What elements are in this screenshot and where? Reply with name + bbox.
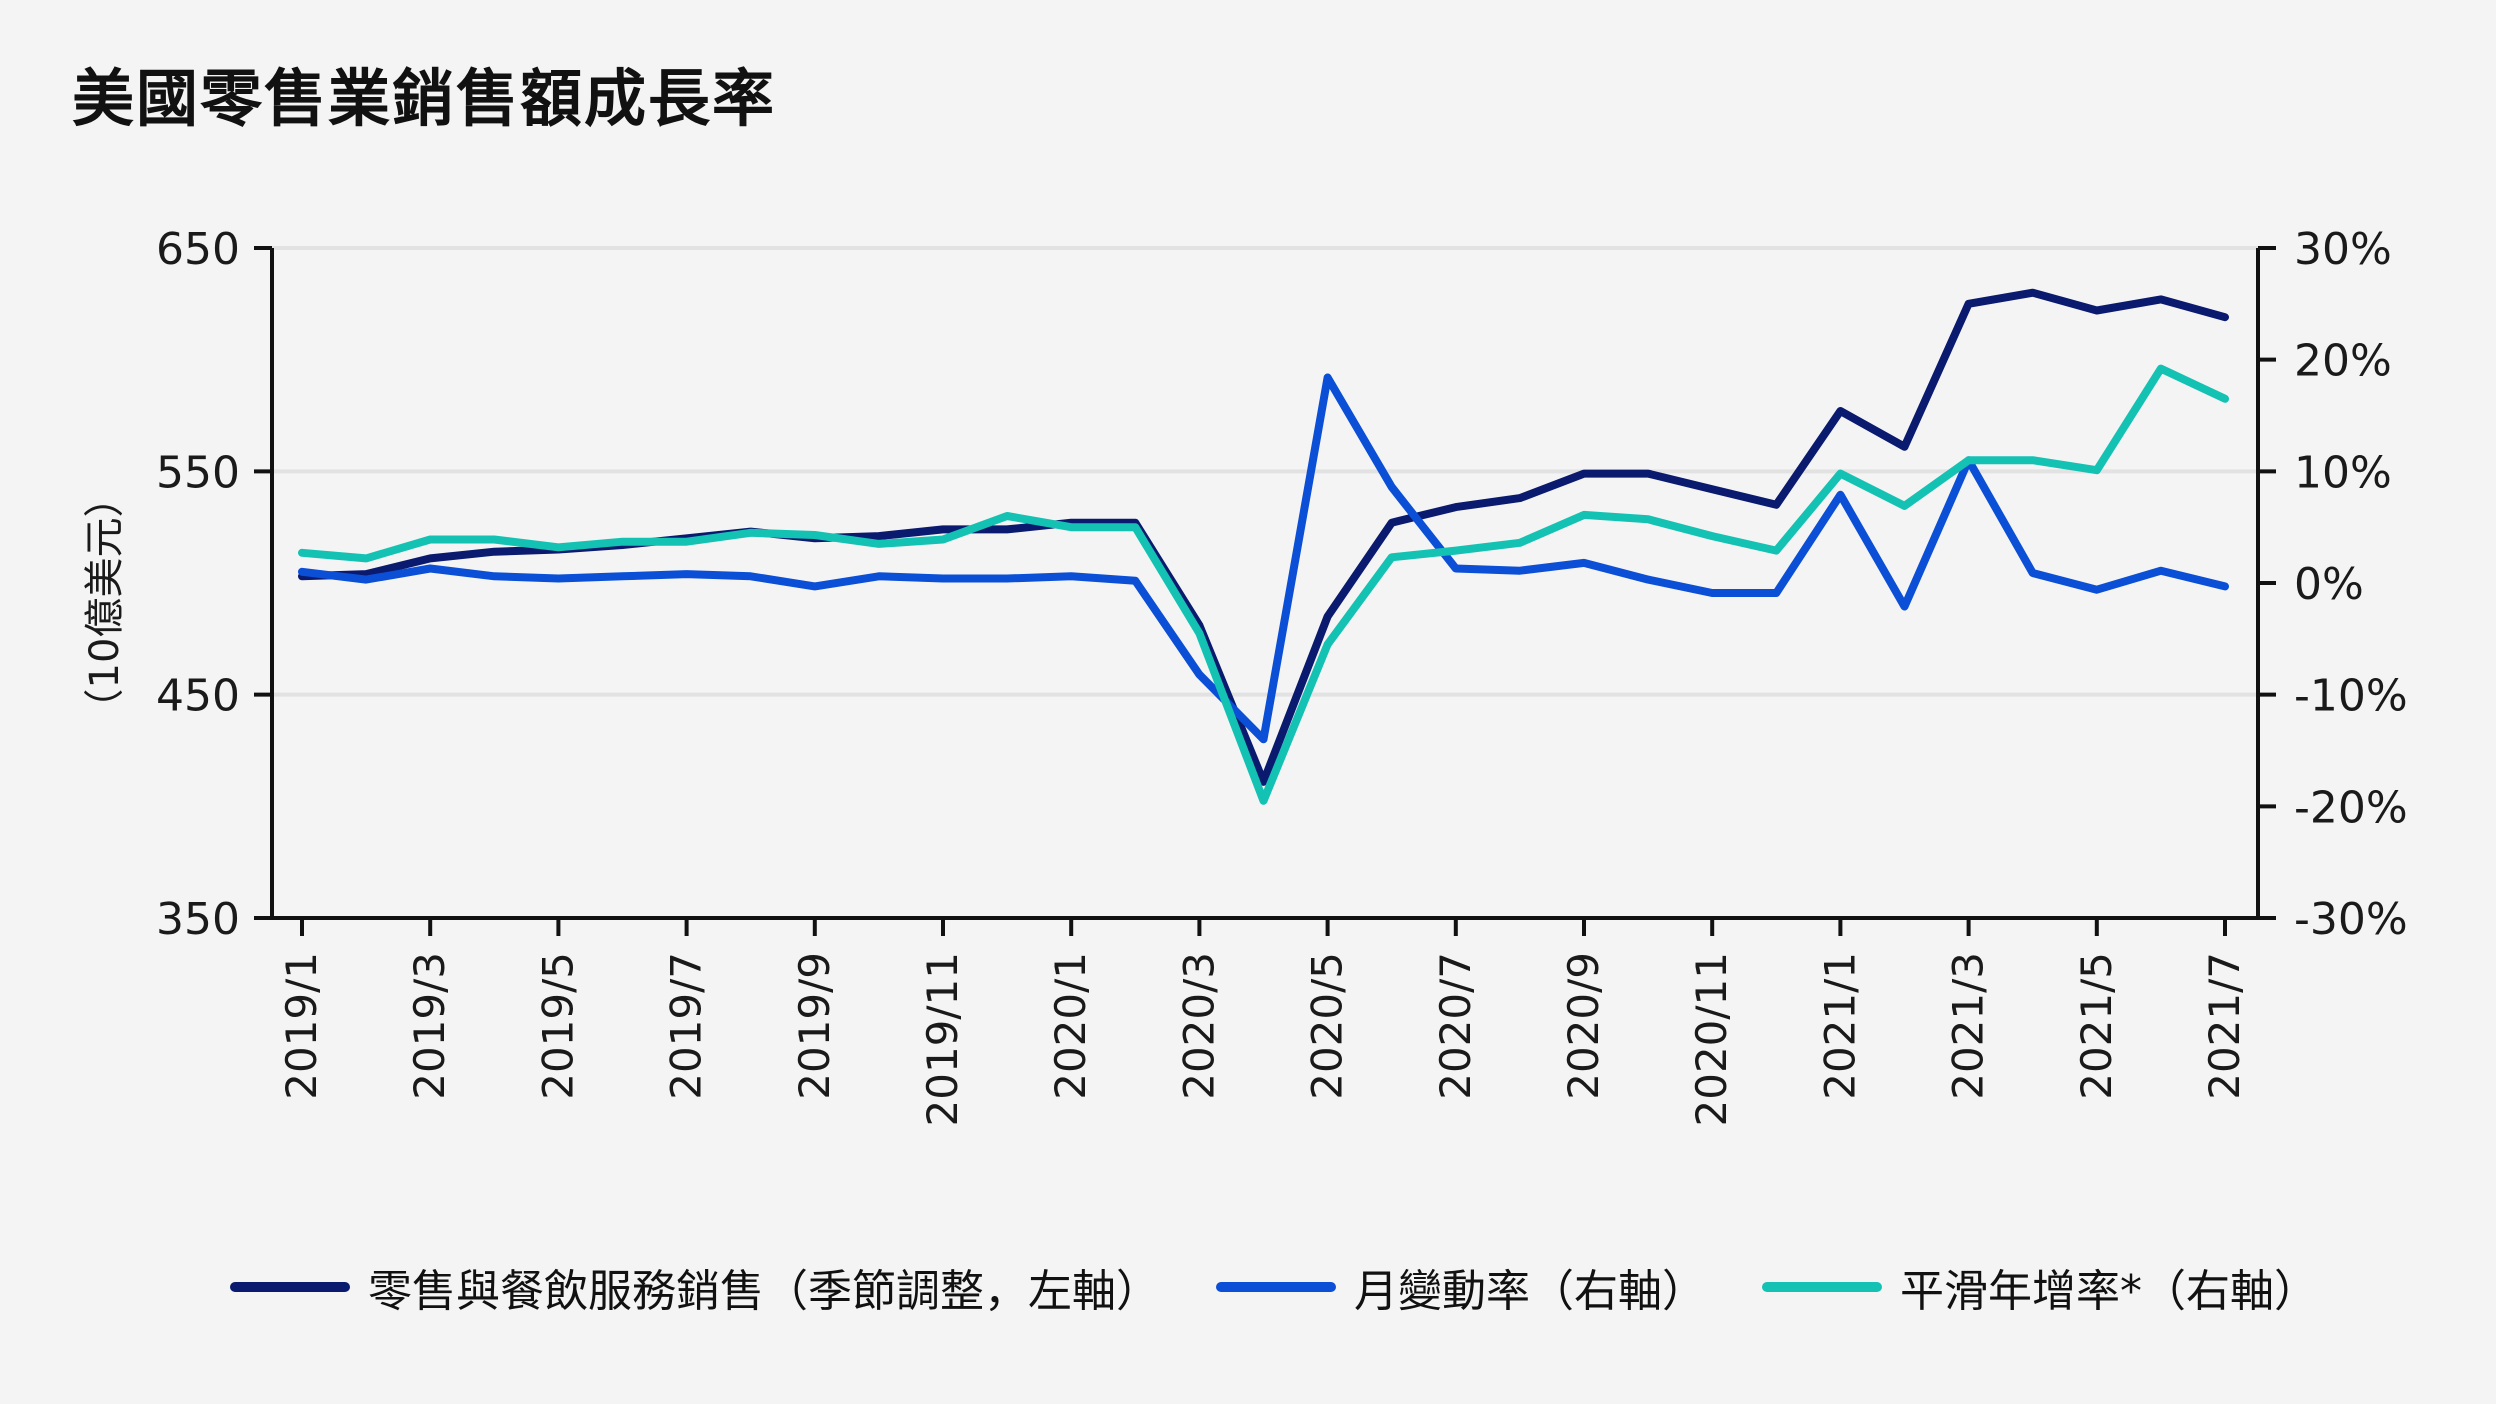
x-tick-label: 2019/9	[790, 952, 839, 1100]
left-tick-label: 550	[156, 447, 240, 498]
chart-title: 美國零售業銷售額成長率	[72, 62, 777, 135]
legend: 零售與餐飲服務銷售（季節調整，左軸） 月變動率（右軸） 平滑年增率*（右軸）	[230, 1255, 2374, 1319]
legend-swatch	[1216, 1282, 1336, 1292]
left-tick-label: 650	[156, 224, 240, 275]
x-tick-label: 2019/11	[918, 952, 967, 1126]
x-tick-label: 2021/3	[1944, 952, 1993, 1100]
x-tick-label: 2020/11	[1687, 952, 1736, 1126]
x-tick-label: 2021/1	[1815, 952, 1864, 1100]
legend-item-1: 零售與餐飲服務銷售（季節調整，左軸）	[230, 1255, 1160, 1319]
right-tick-label: 10%	[2294, 447, 2392, 498]
right-tick-label: 30%	[2294, 224, 2392, 275]
legend-label: 零售與餐飲服務銷售（季節調整，左軸）	[368, 1266, 1160, 1317]
x-tick-label: 2020/3	[1174, 952, 1223, 1100]
right-tick-label: -30%	[2294, 894, 2408, 945]
x-tick-label: 2021/5	[2072, 952, 2121, 1100]
right-tick-label: 20%	[2294, 336, 2392, 387]
series-line-3	[298, 364, 2229, 805]
legend-label: 平滑年增率*（右軸）	[1900, 1266, 2318, 1317]
right-tick-label: -10%	[2294, 671, 2408, 722]
series-line-2	[298, 373, 2229, 744]
x-tick-label: 2019/5	[533, 952, 582, 1100]
x-tick-label: 2019/1	[277, 952, 326, 1100]
legend-swatch	[230, 1282, 350, 1292]
gridlines	[272, 246, 2258, 697]
x-tick-label: 2021/7	[2200, 952, 2249, 1100]
legend-item-3: 平滑年增率*（右軸）	[1762, 1255, 2318, 1319]
x-tick-label: 2020/1	[1046, 952, 1095, 1100]
right-tick-label: 0%	[2294, 559, 2364, 610]
x-tick-label: 2020/7	[1431, 952, 1480, 1100]
x-tick-label: 2019/7	[662, 952, 711, 1100]
x-tick-label: 2019/3	[405, 952, 454, 1100]
legend-label: 月變動率（右軸）	[1354, 1266, 1706, 1317]
x-tick-label: 2020/5	[1303, 952, 1352, 1100]
x-tick-label: 2020/9	[1559, 952, 1608, 1100]
axes	[254, 246, 2276, 936]
left-tick-label: 450	[156, 671, 240, 722]
tick-labels: 650 550 450 350 30% 20% 10% 0% -10% -20% -30% 2019/…	[82, 224, 2408, 1126]
y-axis-label: （10億美元）	[82, 478, 128, 729]
series-layer	[298, 288, 2229, 805]
left-tick-label: 350	[156, 894, 240, 945]
right-tick-label: -20%	[2294, 782, 2408, 833]
legend-item-2: 月變動率（右軸）	[1216, 1255, 1706, 1319]
legend-swatch	[1762, 1282, 1882, 1292]
